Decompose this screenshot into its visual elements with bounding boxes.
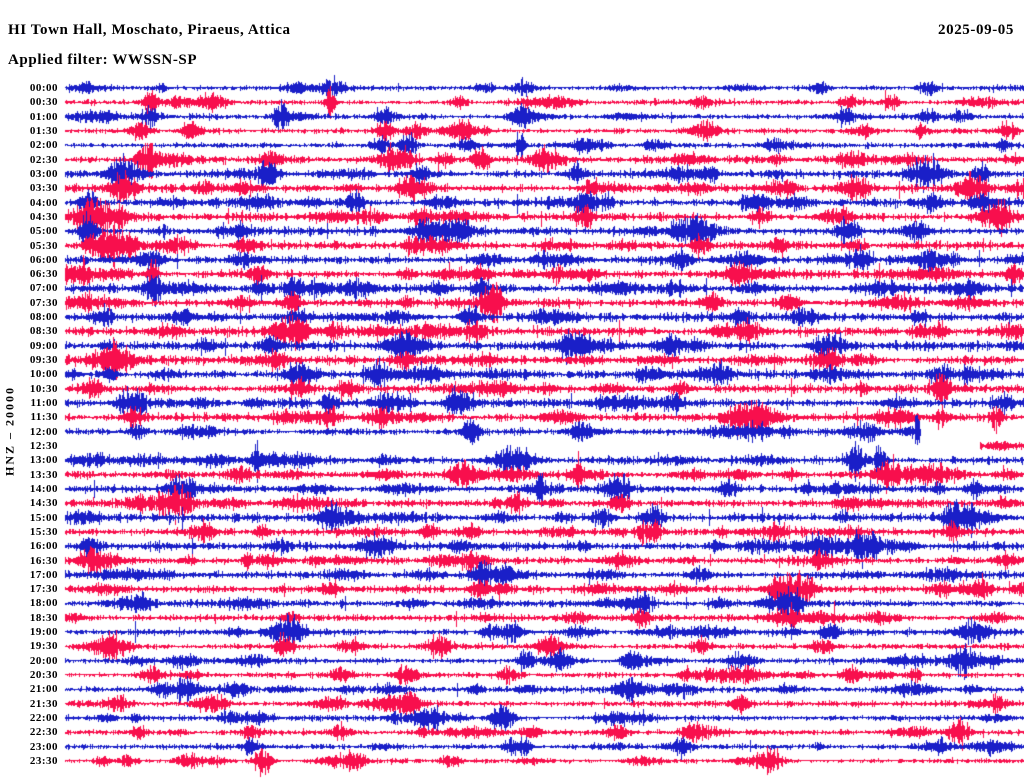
trace-time-label: 05:30 — [29, 239, 58, 252]
trace-time-label: 14:00 — [29, 482, 58, 495]
trace-time-label: 11:00 — [30, 397, 58, 410]
trace-time-label: 12:00 — [29, 425, 58, 438]
trace-time-label: 16:30 — [29, 554, 58, 567]
trace-time-label: 07:30 — [29, 296, 58, 309]
trace-time-label: 20:30 — [29, 669, 58, 682]
trace-time-label: 18:30 — [29, 611, 58, 624]
trace-time-label: 03:30 — [29, 182, 58, 195]
trace-time-label: 05:00 — [29, 225, 58, 238]
trace-time-label: 16:00 — [29, 540, 58, 553]
trace-time-label: 06:00 — [29, 253, 58, 266]
trace-time-label: 21:00 — [29, 683, 58, 696]
trace-time-label: 00:00 — [29, 82, 58, 94]
trace-time-label: 13:30 — [29, 468, 58, 481]
trace-time-label: 14:30 — [29, 497, 58, 510]
trace-time-label: 17:00 — [29, 568, 58, 581]
trace-time-label: 10:00 — [29, 368, 58, 381]
trace-time-label: 19:30 — [29, 640, 58, 653]
trace-time-label: 03:00 — [29, 167, 58, 180]
trace-time-label: 00:30 — [29, 96, 58, 109]
trace-time-label: 13:00 — [29, 454, 58, 467]
trace-time-label: 04:00 — [29, 196, 58, 209]
trace-time-label: 04:30 — [29, 210, 58, 223]
trace-time-label: 09:30 — [29, 354, 58, 367]
trace-time-label: 23:00 — [29, 740, 58, 753]
trace-time-label: 11:30 — [30, 411, 58, 424]
trace-time-label: 02:00 — [29, 139, 58, 152]
trace-time-label: 07:00 — [29, 282, 58, 295]
trace-time-label: 17:30 — [29, 583, 58, 596]
trace-time-label: 01:30 — [29, 124, 58, 137]
trace-time-label: 09:00 — [29, 339, 58, 352]
trace-time-label: 22:30 — [29, 726, 58, 739]
trace-time-label: 10:30 — [29, 382, 58, 395]
trace-time-label: 18:00 — [29, 597, 58, 610]
trace-time-label: 02:30 — [29, 153, 58, 166]
trace-time-label: 12:30 — [29, 439, 58, 452]
trace-time-label: 08:30 — [29, 325, 58, 338]
trace-time-label: 23:30 — [29, 754, 58, 767]
trace-time-label: 01:00 — [29, 110, 58, 123]
trace-time-label: 21:30 — [29, 697, 58, 710]
trace-time-label: 22:00 — [29, 712, 58, 725]
trace-time-label: 19:00 — [29, 626, 58, 639]
trace-time-label: 06:30 — [29, 268, 58, 281]
trace-time-label: 20:00 — [29, 654, 58, 667]
trace-time-label: 08:00 — [29, 311, 58, 324]
trace-time-label: 15:30 — [29, 525, 58, 538]
trace-time-label: 15:00 — [29, 511, 58, 524]
